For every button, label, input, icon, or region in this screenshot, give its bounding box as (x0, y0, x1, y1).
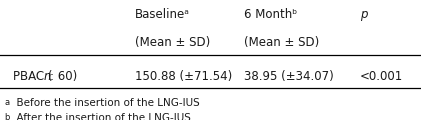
Text: <0.001: <0.001 (360, 70, 403, 83)
Text: n: n (44, 70, 51, 83)
Text: 150.88 (±71.54): 150.88 (±71.54) (135, 70, 232, 83)
Text: 38.95 (±34.07): 38.95 (±34.07) (244, 70, 334, 83)
Text: a: a (4, 98, 9, 107)
Text: Before the insertion of the LNG-IUS: Before the insertion of the LNG-IUS (10, 98, 200, 108)
Text: (Mean ± SD): (Mean ± SD) (135, 36, 210, 49)
Text: PBAC (: PBAC ( (13, 70, 52, 83)
Text: Baselineᵃ: Baselineᵃ (135, 8, 189, 21)
Text: b: b (4, 113, 10, 120)
Text: p: p (360, 8, 368, 21)
Text: After the insertion of the LNG-IUS: After the insertion of the LNG-IUS (10, 113, 191, 120)
Text: 6 Monthᵇ: 6 Monthᵇ (244, 8, 297, 21)
Text: : 60): : 60) (50, 70, 77, 83)
Text: (Mean ± SD): (Mean ± SD) (244, 36, 320, 49)
